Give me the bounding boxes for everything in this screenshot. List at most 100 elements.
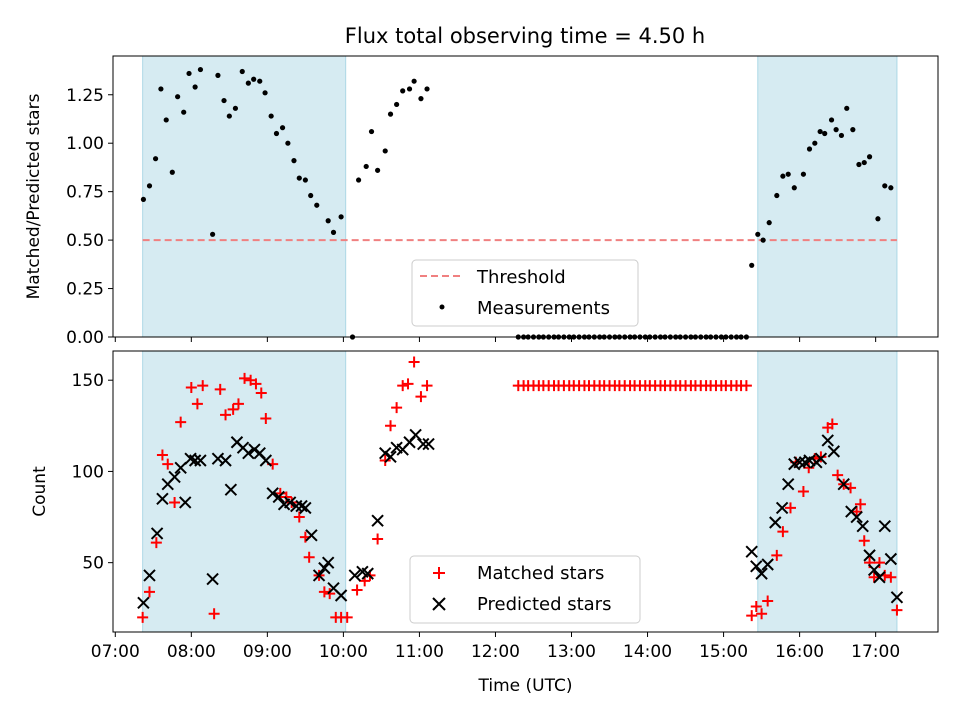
matched-star-point: [227, 403, 239, 415]
predicted-star-point: [305, 529, 318, 542]
predicted-star-point: [224, 483, 238, 496]
predicted-star-point: [283, 496, 297, 509]
x-tick-label: 08:00: [167, 642, 216, 662]
predicted-star-point: [821, 434, 834, 447]
measurement-point: [806, 146, 813, 152]
measurement-point: [257, 78, 263, 84]
measurement-point: [875, 216, 881, 222]
measurement-point: [411, 78, 417, 84]
measurement-point: [268, 113, 274, 119]
predicted-star-point: [769, 516, 782, 529]
measurement-point: [163, 117, 169, 123]
matched-star-point: [156, 449, 168, 461]
predicted-star-point: [745, 545, 758, 558]
predicted-legend-label: Predicted stars: [477, 594, 611, 615]
predicted-star-point: [837, 477, 850, 491]
measurement-point: [755, 231, 761, 237]
matched-star-point: [239, 372, 251, 384]
predicted-star-point: [137, 596, 150, 610]
matched-star-point: [255, 387, 267, 399]
predicted-star-point: [174, 461, 187, 474]
matched-star-point: [873, 557, 885, 569]
shaded-interval-0: [142, 55, 347, 338]
x-tick-label: 11:00: [395, 642, 444, 662]
measurement-point: [308, 192, 314, 199]
measurement-point: [146, 183, 153, 189]
matched-star-point: [740, 380, 752, 392]
top-x-ticks: [114, 337, 877, 342]
measurement-point: [279, 125, 286, 131]
measurements-legend-swatch: [439, 304, 445, 310]
chart-title: Flux total observing time = 4.50 h: [345, 24, 705, 48]
matched-star-point: [274, 487, 286, 499]
predicted-star-point: [867, 563, 881, 577]
predicted-star-point: [379, 446, 392, 460]
measurement-point: [861, 159, 867, 166]
matched-star-point: [746, 610, 758, 622]
matched-star-point: [826, 418, 838, 430]
matched-star-point: [854, 498, 866, 510]
measurement-point: [262, 90, 268, 96]
measurement-point: [774, 192, 780, 199]
top-legend-box: [411, 259, 639, 327]
predicted-star-point: [321, 556, 335, 569]
measurement-point: [817, 128, 823, 135]
predicted-star-point: [168, 470, 181, 484]
top-axes-frame: [112, 55, 939, 338]
matched-star-point: [303, 551, 315, 563]
measurement-point: [780, 173, 786, 179]
measurement-point: [296, 175, 302, 181]
measurement-point: [866, 154, 873, 160]
matched-star-point: [232, 398, 244, 410]
matched-star-point: [397, 380, 409, 392]
matched-star-point: [832, 469, 844, 481]
measurement-point: [833, 127, 839, 133]
predicted-star-point: [299, 501, 312, 515]
measurement-point: [766, 220, 772, 226]
matched-legend-label: Matched stars: [477, 563, 604, 584]
top-y-axis: 0.00 0.25 0.50 0.75 1.00 1.25: [66, 86, 113, 348]
predicted-star-point: [761, 558, 774, 571]
measurement-point: [406, 86, 413, 92]
matched-star-point: [402, 378, 414, 390]
x-tick-label: 14:00: [623, 642, 672, 662]
measurement-point: [812, 140, 818, 146]
predicted-star-point: [206, 572, 219, 586]
measurement-point: [338, 214, 344, 220]
predicted-star-point: [775, 501, 789, 515]
measurement-point: [888, 185, 894, 191]
predicted-star-point: [409, 428, 422, 442]
bottom-y-tick-label: 100: [72, 462, 104, 482]
measurement-point: [791, 185, 797, 191]
predicted-star-point: [873, 571, 886, 584]
measurement-point: [215, 72, 221, 78]
matched-star-point: [214, 383, 226, 395]
measurement-point: [387, 111, 394, 117]
predicted-star-point: [884, 552, 898, 566]
measurement-point: [375, 167, 381, 173]
measurement-point: [363, 163, 369, 170]
x-tick-label: 07:00: [91, 642, 140, 662]
x-tick-label: 13:00: [547, 642, 596, 662]
predicted-star-point: [890, 591, 904, 604]
matched-star-point: [250, 378, 262, 390]
matched-star-point: [293, 511, 305, 523]
predicted-star-point: [371, 514, 384, 527]
matched-star-point: [351, 584, 363, 596]
matched-star-point: [784, 502, 796, 514]
measurement-point: [850, 127, 856, 133]
measurement-point: [221, 97, 227, 104]
measurement-point: [181, 109, 187, 115]
matched-star-point: [220, 409, 232, 421]
predicted-star-point: [334, 589, 348, 602]
shaded-interval-1: [757, 350, 898, 633]
measurement-point: [232, 105, 239, 111]
bottom-legend: Matched stars Predicted stars: [409, 555, 641, 624]
predicted-star-point: [179, 496, 192, 509]
bottom-x-axis: 07:00 08:00 09:00 10:00 11:00 12:00 13:00 14:00…: [91, 632, 900, 662]
measurement-point: [273, 130, 280, 137]
top-y-tick-label: 0.00: [66, 328, 104, 348]
matched-star-point: [324, 588, 336, 600]
measurement-point: [251, 76, 257, 82]
